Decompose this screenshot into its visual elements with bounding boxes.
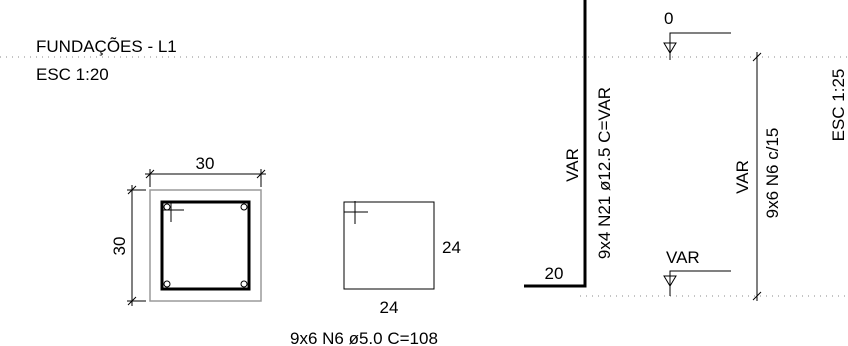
bar-spec: 9x4 N21 ø12.5 C=VAR xyxy=(595,87,614,259)
level-leader xyxy=(669,32,731,60)
elevation-dimension: VAR 9x6 N6 c/15 xyxy=(733,52,782,301)
stirrup-spec: 9x6 N6 ø5.0 C=108 xyxy=(290,329,438,346)
tick-mark xyxy=(752,291,762,301)
dim-left-label: 30 xyxy=(110,237,129,256)
level-triangle xyxy=(663,275,677,287)
tick-mark xyxy=(256,169,266,179)
column-cross-section xyxy=(149,189,262,302)
longitudinal-bar: VAR 9x4 N21 ø12.5 C=VAR 20 xyxy=(524,0,614,288)
level-triangle xyxy=(663,42,677,54)
level-marker-bottom: VAR xyxy=(663,248,731,296)
section-outline xyxy=(149,189,262,302)
corner-bar xyxy=(240,203,248,211)
bar-shape xyxy=(524,0,587,288)
stirrup-dim-right: 24 xyxy=(442,238,461,257)
stirrup-detail: 24 24 9x6 N6 ø5.0 C=108 xyxy=(290,201,461,346)
corner-bar xyxy=(163,203,171,211)
corner-bar xyxy=(240,280,248,288)
level-leader xyxy=(669,270,731,296)
dimension-left: 30 xyxy=(110,185,146,306)
tick-mark xyxy=(752,52,762,62)
corner-bar xyxy=(163,280,171,288)
elevation-scale: ESC 1:25 xyxy=(829,69,848,142)
bar-hook-label: 20 xyxy=(545,264,564,283)
stirrup-hook xyxy=(162,201,184,222)
elevation-stirrup-spec: 9x6 N6 c/15 xyxy=(763,128,782,219)
drawing-scale: ESC 1:20 xyxy=(36,65,109,84)
elevation-dim-label: VAR xyxy=(733,160,752,194)
stirrup-dim-bottom: 24 xyxy=(380,298,399,317)
section-stirrup xyxy=(160,200,251,291)
drawing-title: FUNDAÇÕES - L1 xyxy=(36,37,177,56)
level-marker-top: 0 xyxy=(663,9,731,60)
level-top-label: 0 xyxy=(664,9,673,28)
level-bottom-label: VAR xyxy=(666,248,700,267)
dim-top-label: 30 xyxy=(196,154,215,173)
bar-length-label: VAR xyxy=(563,148,582,182)
stirrup-detail-hook xyxy=(344,201,368,224)
tick-mark xyxy=(127,296,137,306)
tick-mark xyxy=(145,169,155,179)
dimension-top: 30 xyxy=(145,154,266,187)
stirrup-shape xyxy=(343,201,435,290)
tick-mark xyxy=(127,185,137,195)
